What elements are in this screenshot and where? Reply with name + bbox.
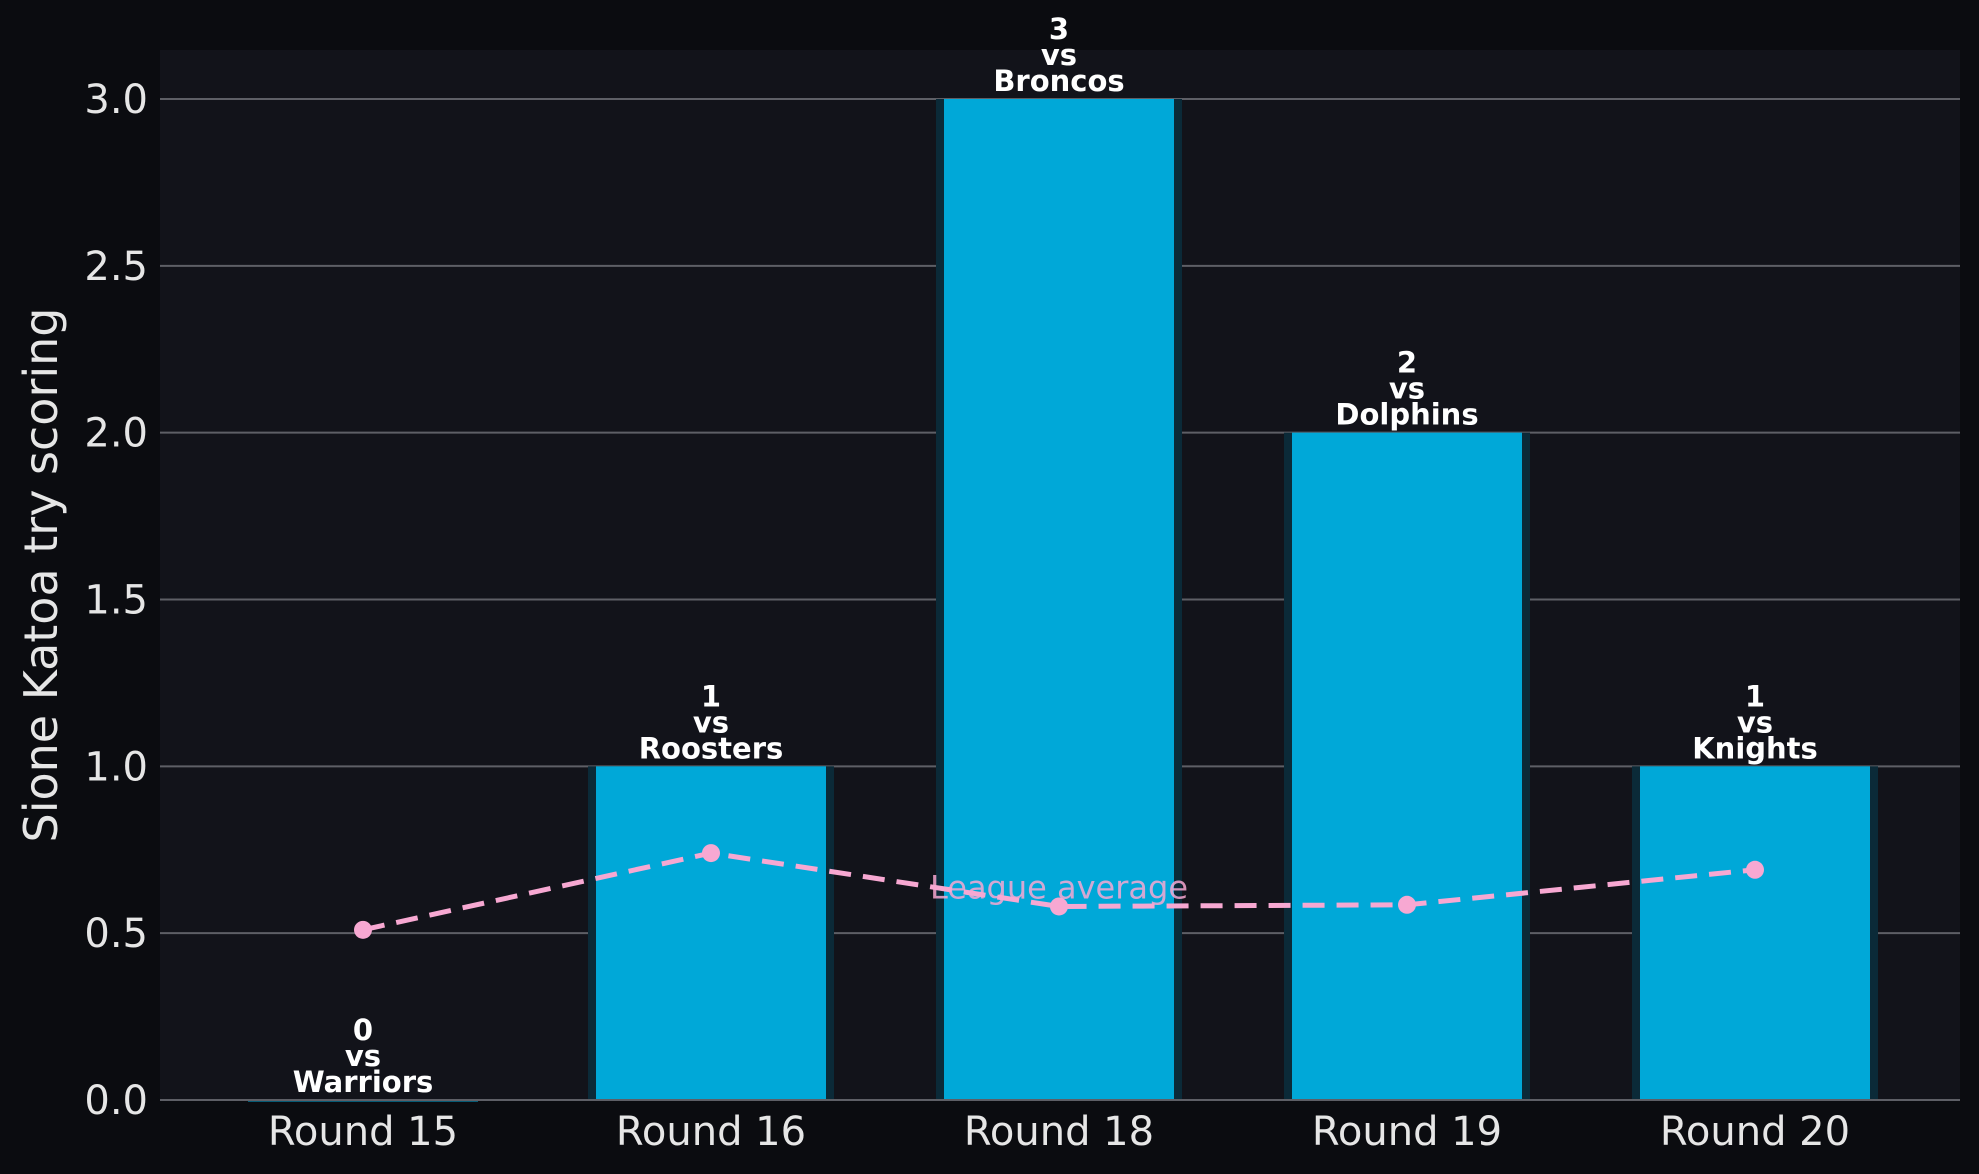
- bar-opponent-label: Broncos: [993, 64, 1124, 98]
- bar: [1640, 766, 1870, 1100]
- bar: [596, 766, 826, 1100]
- y-tick-label: 2.0: [84, 411, 148, 457]
- y-tick-label: 2.5: [84, 244, 148, 290]
- x-tick-label: Round 20: [1660, 1109, 1850, 1155]
- league-average-point: [354, 920, 372, 939]
- league-average-point: [1050, 897, 1068, 916]
- bar-opponent-label: Knights: [1692, 731, 1818, 765]
- bar-value-label: 3: [1049, 12, 1069, 46]
- bar-vs-label: vs: [693, 705, 729, 739]
- bar-value-label: 2: [1397, 346, 1417, 380]
- bar: [1292, 432, 1522, 1101]
- bar-vs-label: vs: [1389, 372, 1425, 406]
- x-tick-label: Round 16: [616, 1109, 806, 1155]
- league-average-point: [1746, 860, 1764, 879]
- bar-opponent-label: Warriors: [293, 1065, 434, 1099]
- league-average-series: League average: [354, 844, 1764, 939]
- bar-vs-label: vs: [1041, 38, 1077, 72]
- league-average-point: [1398, 895, 1416, 914]
- bar-value-label: 1: [1745, 679, 1765, 713]
- y-tick-label: 3.0: [84, 77, 148, 123]
- bar-opponent-label: Roosters: [639, 731, 784, 765]
- y-tick-label: 1.0: [84, 744, 148, 790]
- bar: [944, 99, 1174, 1100]
- bar-opponent-label: Dolphins: [1335, 398, 1478, 432]
- league-average-annotation: League average: [930, 868, 1188, 906]
- league-average-line: [362, 850, 1756, 933]
- bar-vs-label: vs: [345, 1039, 381, 1073]
- x-tick-label: Round 15: [268, 1109, 458, 1155]
- y-tick-label: 0.5: [84, 911, 148, 957]
- x-tick-label: Round 19: [1312, 1109, 1502, 1155]
- y-tick-label: 0.0: [84, 1078, 148, 1124]
- league-average-point: [702, 844, 720, 863]
- bars: [248, 99, 1878, 1102]
- bar-value-label: 1: [701, 679, 721, 713]
- bar-value-label: 0: [353, 1013, 373, 1047]
- x-tick-label: Round 18: [964, 1109, 1154, 1155]
- y-axis-label: Sione Katoa try scoring: [14, 308, 68, 843]
- axes: 0.0 0.5 1.0 1.5 2.0 2.5 3.0 Round 15 Round 16 Rou…: [84, 77, 1960, 1155]
- bar-labels: 0vsWarriors1vsRoosters3vsBroncos2vsDolph…: [293, 12, 1818, 1099]
- y-tick-label: 1.5: [84, 578, 148, 624]
- bar-vs-label: vs: [1737, 705, 1773, 739]
